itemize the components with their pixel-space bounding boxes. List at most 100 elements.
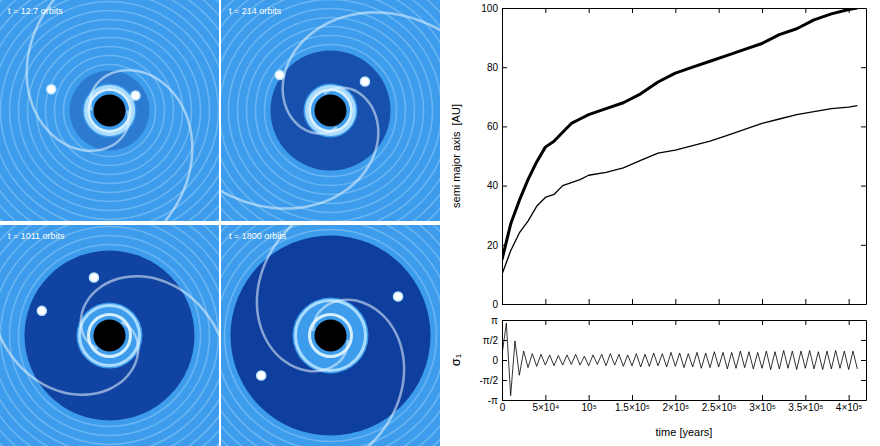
y-axis-right	[861, 9, 867, 305]
ring	[0, 0, 219, 221]
y-axis-right-tick	[861, 8, 866, 9]
ring	[28, 29, 192, 193]
ring	[221, 0, 440, 221]
ring	[0, 225, 219, 446]
x-axis-top-tick	[762, 8, 763, 13]
inner-disk	[304, 84, 358, 138]
spiral-arm	[280, 300, 404, 446]
x-axis-tick-mark	[762, 395, 763, 400]
x-axis-top-tick-mark	[805, 8, 806, 13]
x-axis-tick-mark	[632, 299, 633, 304]
x-axis-tick-mark	[545, 299, 546, 304]
y-axis-tick: 80	[487, 62, 507, 73]
ring	[10, 236, 210, 436]
x-axis-top-tick-mark	[719, 8, 720, 13]
y-axis-tick-mark	[502, 360, 507, 361]
x-axis-top-tick-mark	[805, 320, 806, 325]
y-axis-tick-label: 80	[487, 62, 499, 73]
ring	[0, 225, 219, 446]
ring	[89, 90, 131, 132]
x-axis-tick	[719, 299, 720, 304]
ring	[221, 0, 440, 221]
planet	[394, 292, 403, 301]
x-axis-tick-label: 3.5×10⁵	[788, 402, 823, 413]
ring	[307, 87, 355, 135]
ring	[221, 225, 440, 446]
planet	[360, 77, 369, 86]
x-axis-top	[503, 320, 867, 325]
x-axis-top-tick-mark	[589, 320, 590, 325]
x-axis-tick	[805, 299, 806, 304]
y-axis-tick-label: -π	[488, 395, 498, 406]
spiral-arm	[81, 276, 219, 446]
y-axis-tick: -π	[488, 395, 507, 406]
figure: t = 12.7 orbitst = 214 orbitst = 1011 or…	[0, 0, 880, 446]
disk-background	[221, 225, 440, 446]
ring	[310, 315, 352, 357]
gap	[231, 236, 431, 436]
ring	[225, 230, 437, 442]
x-axis-top-tick	[675, 320, 676, 325]
x-axis-tick-label: 10⁵	[582, 402, 597, 413]
ring	[296, 301, 366, 371]
y-axis-right-tick-mark	[861, 304, 866, 305]
ring	[0, 225, 219, 446]
x-axis-top-tick	[545, 320, 546, 325]
gap	[70, 71, 150, 151]
spiral-arm	[283, 12, 440, 133]
ring	[55, 56, 165, 166]
y-axis-tick-mark	[502, 320, 507, 321]
series-line	[502, 106, 857, 275]
y-axis-right-line	[866, 9, 867, 305]
spiral-arm	[27, 0, 129, 151]
inner-hole	[315, 95, 347, 127]
ring	[0, 0, 219, 221]
y-axis-right-tick-mark	[861, 8, 866, 9]
x-axis-tick-label: 2.5×10⁵	[702, 402, 737, 413]
x-axis-tick-mark	[805, 299, 806, 304]
y-axis-tick-label: 0	[492, 299, 498, 310]
x-axis-top-tick	[805, 320, 806, 325]
x-axis-tick	[675, 299, 676, 304]
x-axis-tick: 10⁵	[582, 395, 597, 413]
x-axis-top-tick	[805, 8, 806, 13]
y-axis-right-tick-mark	[861, 186, 866, 187]
spiral-arm	[221, 87, 378, 208]
disk-background	[221, 0, 440, 221]
disk-background	[0, 225, 219, 446]
plot-area	[502, 8, 857, 274]
ring	[19, 245, 201, 427]
x-axis-tick	[545, 299, 546, 304]
inner-disk	[293, 298, 369, 374]
x-axis-tick: 1.5×10⁵	[615, 395, 650, 413]
x-axis-tick: 3.5×10⁵	[788, 395, 823, 413]
ring	[221, 0, 440, 221]
x-axis-top-tick-mark	[762, 320, 763, 325]
ring	[64, 65, 156, 157]
x-axis-tick: 2.5×10⁵	[702, 395, 737, 413]
y-axis-right-tick	[861, 186, 866, 187]
y-axis-title: semi major axis [AU]	[450, 104, 462, 208]
y-axis-tick: 100	[481, 3, 507, 14]
y-axis-right-tick-mark	[861, 340, 866, 341]
line-chart: 05×10⁴10⁵1.5×10⁵2×10⁵2.5×10⁵3×10⁵3.5×10⁵…	[448, 315, 867, 438]
y-axis-tick-mark	[502, 67, 507, 68]
y-axis-tick: 40	[487, 180, 507, 191]
y-axis-right-tick-mark	[861, 67, 866, 68]
ring	[310, 90, 352, 132]
panel-title: t = 1011 orbits	[8, 231, 65, 241]
x-axis-top-tick-mark	[675, 8, 676, 13]
x-axis-tick-mark	[849, 299, 850, 304]
planet	[37, 306, 46, 315]
ring	[221, 225, 440, 446]
x-axis-tick-label: 4×10⁵	[836, 402, 863, 413]
x-axis-tick-label: 3×10⁵	[749, 402, 776, 413]
x-axis-top-tick-mark	[589, 8, 590, 13]
panel-title: t = 12.7 orbits	[8, 6, 63, 16]
x-axis-tick-mark	[589, 395, 590, 400]
y-axis-right-tick-mark	[861, 320, 866, 321]
y-axis-tick-mark	[502, 400, 507, 401]
y-axis-tick: 0	[492, 299, 507, 310]
ring	[37, 38, 183, 184]
x-axis-top-line	[503, 320, 867, 321]
